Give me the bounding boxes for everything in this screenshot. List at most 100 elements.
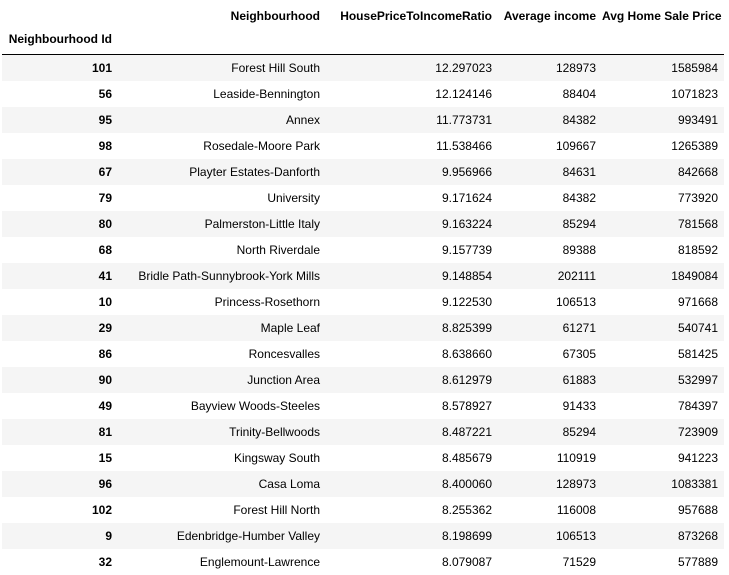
cell-avg-home-sale-price: 1585984: [671, 60, 718, 75]
cell-average-income: 61883: [562, 372, 596, 387]
table-header: Neighbourhood HousePriceToIncomeRatio Av…: [2, 0, 724, 55]
cell-house-price-to-income-ratio: 11.538466: [436, 138, 492, 153]
table-row: 98 Rosedale-Moore Park 11.538466 109667 1265…: [2, 132, 724, 159]
cell-average-income: 84631: [562, 164, 596, 179]
index-header-blank: [326, 32, 498, 55]
row-index-neighbourhood-id: 79: [98, 190, 112, 205]
cell-average-income: 85294: [562, 424, 596, 439]
row-index-neighbourhood-id: 80: [98, 216, 112, 231]
column-header-neighbourhood: Neighbourhood: [230, 9, 320, 23]
table-row: 79 University 9.171624 84382 773920: [2, 184, 724, 211]
cell-neighbourhood: Bridle Path-Sunnybrook-York Mills: [138, 268, 320, 283]
cell-house-price-to-income-ratio: 8.079087: [441, 554, 492, 569]
index-header-blank: [118, 32, 326, 55]
table-row: 67 Playter Estates-Danforth 9.956966 84631 8…: [2, 158, 724, 185]
row-index-neighbourhood-id: 49: [98, 398, 112, 413]
table-row: 81 Trinity-Bellwoods 8.487221 85294 723909: [2, 418, 724, 445]
table-row: 86 Roncesvalles 8.638660 67305 581425: [2, 340, 724, 367]
table-row: 32 Englemount-Lawrence 8.079087 71529 577889: [2, 548, 724, 575]
row-index-neighbourhood-id: 32: [98, 554, 112, 569]
cell-neighbourhood: Palmerston-Little Italy: [204, 216, 320, 231]
cell-house-price-to-income-ratio: 9.148854: [441, 268, 492, 283]
cell-average-income: 128973: [555, 476, 596, 491]
column-header-row: Neighbourhood HousePriceToIncomeRatio Av…: [2, 0, 724, 32]
cell-house-price-to-income-ratio: 12.124146: [435, 86, 492, 101]
table-row: 49 Bayview Woods-Steeles 8.578927 91433 7843…: [2, 392, 724, 419]
table-row: 96 Casa Loma 8.400060 128973 1083381: [2, 470, 724, 497]
cell-house-price-to-income-ratio: 9.171624: [441, 190, 492, 205]
cell-average-income: 67305: [562, 346, 596, 361]
table-row: 101 Forest Hill South 12.297023 128973 15859…: [2, 54, 724, 81]
cell-average-income: 88404: [562, 86, 596, 101]
header-blank-cell: [2, 0, 118, 32]
cell-house-price-to-income-ratio: 8.487221: [441, 424, 492, 439]
cell-house-price-to-income-ratio: 8.825399: [441, 320, 492, 335]
cell-avg-home-sale-price: 957688: [677, 502, 718, 517]
cell-neighbourhood: University: [267, 190, 320, 205]
table-row: 102 Forest Hill North 8.255362 116008 957688: [2, 496, 724, 523]
row-index-neighbourhood-id: 9: [105, 528, 112, 543]
cell-house-price-to-income-ratio: 9.956966: [441, 164, 492, 179]
cell-neighbourhood: Playter Estates-Danforth: [189, 164, 320, 179]
cell-avg-home-sale-price: 723909: [677, 424, 718, 439]
cell-avg-home-sale-price: 873268: [677, 528, 718, 543]
cell-avg-home-sale-price: 532997: [677, 372, 718, 387]
cell-avg-home-sale-price: 781568: [677, 216, 718, 231]
cell-neighbourhood: Leaside-Bennington: [213, 86, 320, 101]
cell-house-price-to-income-ratio: 9.163224: [441, 216, 492, 231]
cell-house-price-to-income-ratio: 8.485679: [441, 450, 492, 465]
cell-average-income: 116008: [556, 502, 596, 517]
column-header-avg-home-sale-price: Avg Home Sale Price: [602, 9, 722, 23]
table-row: 80 Palmerston-Little Italy 9.163224 85294 78…: [2, 210, 724, 237]
cell-avg-home-sale-price: 1071823: [671, 86, 718, 101]
cell-neighbourhood: Trinity-Bellwoods: [229, 424, 320, 439]
cell-neighbourhood: North Riverdale: [236, 242, 320, 257]
cell-avg-home-sale-price: 842668: [677, 164, 718, 179]
cell-neighbourhood: Englemount-Lawrence: [199, 554, 320, 569]
row-index-neighbourhood-id: 15: [98, 450, 112, 465]
row-index-neighbourhood-id: 41: [98, 268, 112, 283]
cell-average-income: 61271: [562, 320, 596, 335]
cell-average-income: 71529: [562, 554, 596, 569]
row-index-neighbourhood-id: 96: [98, 476, 112, 491]
row-index-neighbourhood-id: 10: [98, 294, 112, 309]
cell-neighbourhood: Maple Leaf: [260, 320, 320, 335]
cell-avg-home-sale-price: 971668: [677, 294, 718, 309]
cell-house-price-to-income-ratio: 12.297023: [435, 60, 492, 75]
index-header-row: Neighbourhood Id: [2, 32, 724, 55]
cell-average-income: 109667: [555, 138, 596, 153]
cell-avg-home-sale-price: 577889: [677, 554, 718, 569]
table-row: 56 Leaside-Bennington 12.124146 88404 107182…: [2, 80, 724, 107]
index-header-blank: [602, 32, 724, 55]
cell-house-price-to-income-ratio: 8.255362: [441, 502, 492, 517]
column-header-average-income: Average income: [503, 9, 596, 23]
cell-neighbourhood: Bayview Woods-Steeles: [190, 398, 320, 413]
cell-avg-home-sale-price: 773920: [677, 190, 718, 205]
cell-neighbourhood: Princess-Rosethorn: [214, 294, 320, 309]
row-index-neighbourhood-id: 68: [98, 242, 112, 257]
column-header-house-price-to-income-ratio: HousePriceToIncomeRatio: [340, 9, 492, 23]
cell-avg-home-sale-price: 1265389: [671, 138, 718, 153]
cell-house-price-to-income-ratio: 11.773731: [436, 112, 492, 127]
cell-avg-home-sale-price: 784397: [677, 398, 718, 413]
row-index-neighbourhood-id: 102: [91, 502, 112, 517]
table-row: 9 Edenbridge-Humber Valley 8.198699 106513 8…: [2, 522, 724, 549]
table-row: 68 North Riverdale 9.157739 89388 818592: [2, 236, 724, 263]
cell-average-income: 110919: [556, 450, 596, 465]
cell-neighbourhood: Casa Loma: [258, 476, 320, 491]
cell-neighbourhood: Forest Hill South: [231, 60, 320, 75]
cell-house-price-to-income-ratio: 9.157739: [441, 242, 492, 257]
table-row: 10 Princess-Rosethorn 9.122530 106513 971668: [2, 288, 724, 315]
table-row: 29 Maple Leaf 8.825399 61271 540741: [2, 314, 724, 341]
cell-average-income: 91433: [562, 398, 596, 413]
row-index-neighbourhood-id: 29: [98, 320, 112, 335]
table-row: 41 Bridle Path-Sunnybrook-York Mills 9.148…: [2, 262, 724, 289]
cell-neighbourhood: Roncesvalles: [248, 346, 320, 361]
row-index-neighbourhood-id: 81: [98, 424, 112, 439]
row-index-neighbourhood-id: 95: [98, 112, 112, 127]
cell-avg-home-sale-price: 818592: [677, 242, 718, 257]
cell-house-price-to-income-ratio: 8.400060: [441, 476, 492, 491]
table-body: 101 Forest Hill South 12.297023 128973 15859…: [2, 54, 724, 575]
cell-house-price-to-income-ratio: 8.638660: [441, 346, 492, 361]
